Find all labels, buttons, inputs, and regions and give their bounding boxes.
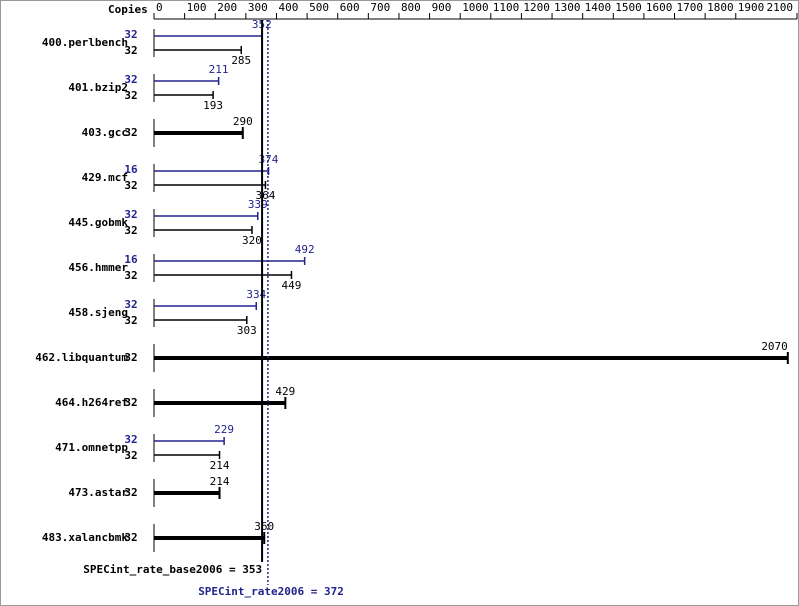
- base-copies: 32: [124, 44, 137, 57]
- x-tick-label: 300: [248, 1, 268, 14]
- peak-value-label: 211: [209, 63, 229, 76]
- x-tick-label: 100: [187, 1, 207, 14]
- base-copies: 32: [124, 314, 137, 327]
- peak-copies: 16: [124, 163, 138, 176]
- x-tick-label: 0: [156, 1, 163, 14]
- x-tick-label: 900: [432, 1, 452, 14]
- x-tick-label: 600: [340, 1, 360, 14]
- benchmark-name: 400.perlbench: [42, 36, 128, 49]
- x-tick-label: 1200: [523, 1, 550, 14]
- base-copies: 32: [124, 449, 137, 462]
- benchmark-name: 456.hmmer: [68, 261, 128, 274]
- benchmark-name: 403.gcc: [82, 126, 128, 139]
- benchmark-name: 401.bzip2: [68, 81, 128, 94]
- x-tick-label: 800: [401, 1, 421, 14]
- peak-copies: 32: [124, 73, 137, 86]
- peak-mean-label: SPECint_rate2006 = 372: [198, 585, 344, 598]
- x-tick-label: 500: [309, 1, 329, 14]
- base-value-label: 429: [275, 385, 295, 398]
- peak-value-label: 374: [259, 153, 279, 166]
- base-value-label: 290: [233, 115, 253, 128]
- base-copies: 32: [124, 269, 137, 282]
- x-tick-label: 1500: [615, 1, 642, 14]
- peak-copies: 32: [124, 28, 137, 41]
- base-value-label: 449: [282, 279, 302, 292]
- peak-value-label: 229: [214, 423, 234, 436]
- x-tick-label: 1000: [462, 1, 489, 14]
- peak-copies: 32: [124, 208, 137, 221]
- base-value-label: 193: [203, 99, 223, 112]
- peak-value-label: 492: [295, 243, 315, 256]
- copies-header: Copies: [108, 3, 148, 16]
- x-tick-label: 1800: [707, 1, 734, 14]
- peak-value-label: 339: [248, 198, 268, 211]
- base-value-label: 214: [210, 475, 230, 488]
- benchmark-name: 462.libquantum: [35, 351, 128, 364]
- benchmark-name: 458.sjeng: [68, 306, 128, 319]
- peak-copies: 32: [124, 433, 137, 446]
- peak-copies: 32: [124, 298, 137, 311]
- base-value-label: 320: [242, 234, 262, 247]
- base-value-label: 214: [210, 459, 230, 472]
- base-copies: 32: [124, 89, 137, 102]
- base-copies: 32: [124, 351, 137, 364]
- x-tick-label: 1700: [677, 1, 704, 14]
- base-copies: 32: [124, 396, 137, 409]
- base-value-label: 303: [237, 324, 257, 337]
- x-tick-label: 2100: [767, 1, 794, 14]
- base-copies: 32: [124, 224, 137, 237]
- base-copies: 32: [124, 531, 137, 544]
- base-copies: 32: [124, 486, 137, 499]
- benchmark-name: 471.omnetpp: [55, 441, 128, 454]
- base-copies: 32: [124, 179, 137, 192]
- benchmark-name: 473.astar: [68, 486, 128, 499]
- x-tick-label: 1300: [554, 1, 581, 14]
- base-value-label: 364: [256, 189, 276, 202]
- x-tick-label: 1900: [738, 1, 765, 14]
- base-value-label: 2070: [761, 340, 788, 353]
- peak-value-label: 334: [246, 288, 266, 301]
- benchmark-name: 445.gobmk: [68, 216, 128, 229]
- peak-copies: 16: [124, 253, 138, 266]
- x-tick-label: 700: [370, 1, 390, 14]
- x-tick-label: 1100: [493, 1, 520, 14]
- base-mean-label: SPECint_rate_base2006 = 353: [83, 563, 262, 576]
- base-copies: 32: [124, 126, 137, 139]
- x-tick-label: 1600: [646, 1, 673, 14]
- x-tick-label: 200: [217, 1, 237, 14]
- x-tick-label: 400: [278, 1, 298, 14]
- benchmark-name: 464.h264ref: [55, 396, 128, 409]
- x-tick-label: 1400: [585, 1, 612, 14]
- benchmark-name: 483.xalancbmk: [42, 531, 128, 544]
- benchmark-name: 429.mcf: [82, 171, 128, 184]
- base-value-label: 360: [254, 520, 274, 533]
- base-value-label: 285: [231, 54, 251, 67]
